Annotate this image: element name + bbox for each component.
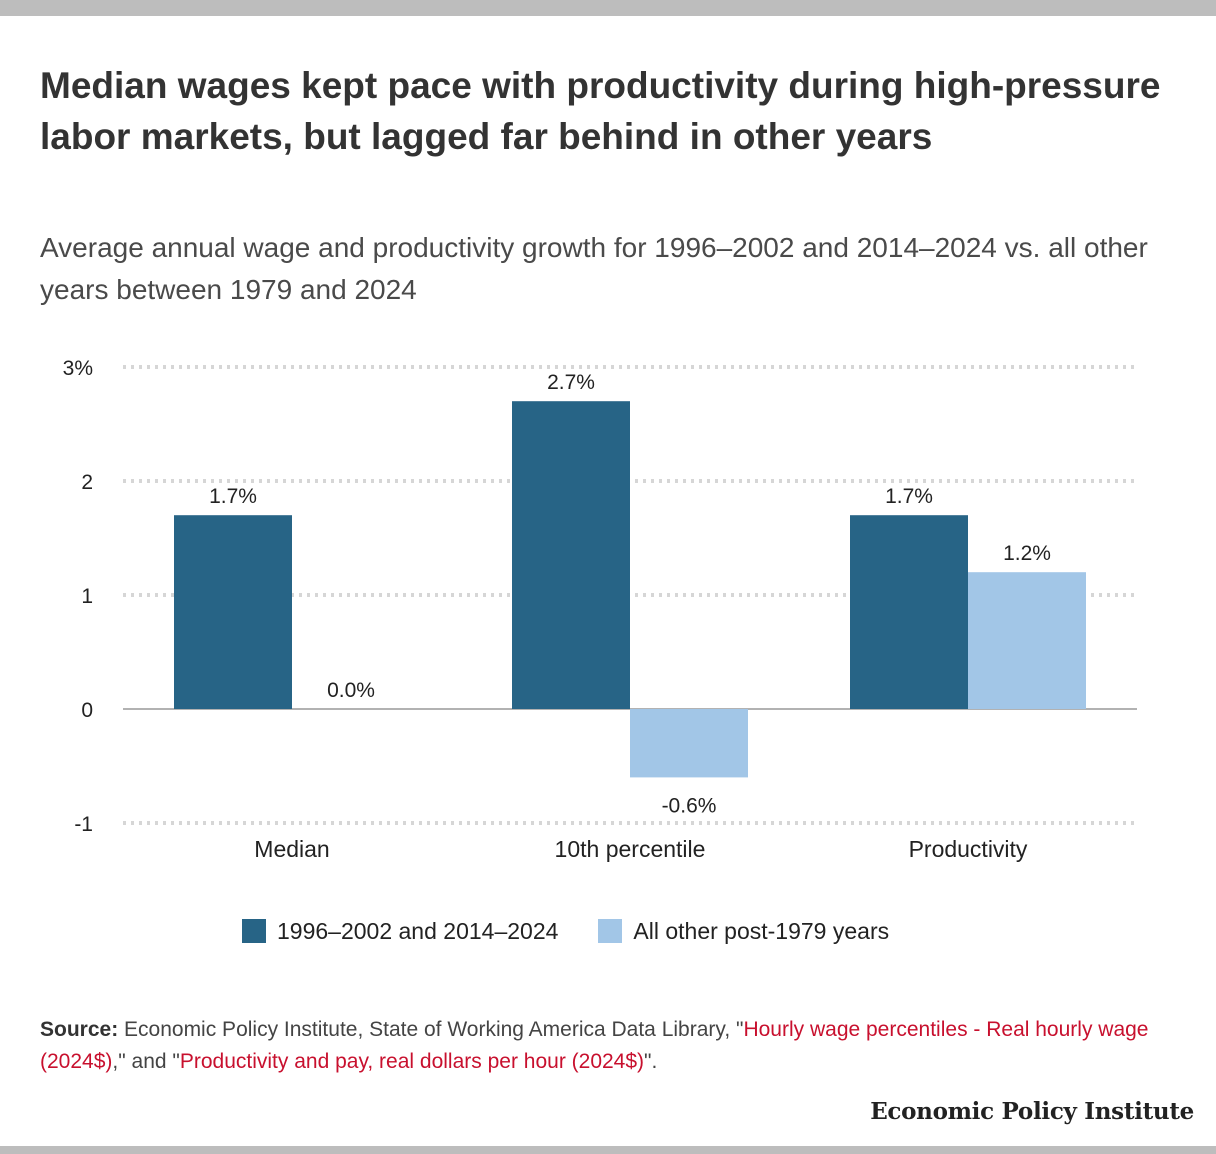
chart-title: Median wages kept pace with productivity… <box>40 65 1161 157</box>
bottom-border <box>0 1146 1216 1154</box>
legend-item-series-1: 1996–2002 and 2014–2024 <box>242 918 558 945</box>
data-label: 1.7% <box>885 485 933 508</box>
bar <box>174 515 292 709</box>
bar <box>630 709 748 778</box>
legend-label-series-2: All other post-1979 years <box>633 917 890 944</box>
data-label: -0.6% <box>662 794 717 817</box>
source-link-productivity-pay[interactable]: Productivity and pay, real dollars per h… <box>179 1050 645 1073</box>
chart-legend: 1996–2002 and 2014–2024 All other post-1… <box>242 916 929 946</box>
y-tick-label: 2 <box>81 471 93 494</box>
x-tick-label: Median <box>254 836 329 862</box>
legend-item-series-2: All other post-1979 years <box>598 918 889 945</box>
legend-swatch-series-1 <box>242 919 266 943</box>
y-tick-label: -1 <box>74 813 93 836</box>
y-tick-label: 3% <box>63 357 93 380</box>
chart-subtitle: Average annual wage and productivity gro… <box>40 232 1148 305</box>
bar <box>968 572 1086 709</box>
data-label: 1.2% <box>1003 542 1051 565</box>
source-note: Source: Economic Policy Institute, State… <box>40 1014 1180 1078</box>
bar-chart: 3% 2 1 0 -1 1.7% 0.0% Median 2.7% -0.6% 10th perce… <box>63 357 1137 862</box>
bar <box>512 401 630 709</box>
x-tick-label: Productivity <box>909 836 1028 862</box>
epi-logo: Economic Policy Institute <box>870 1098 1194 1125</box>
top-border <box>0 0 1216 16</box>
legend-label-series-1: 1996–2002 and 2014–2024 <box>277 917 559 944</box>
source-link-wage-percentiles[interactable]: Hourly wage percentiles - Real hourly wa… <box>40 1018 1149 1073</box>
source-label: Source: <box>40 1018 119 1041</box>
source-text-1: Economic Policy Institute, State of Work… <box>118 1018 744 1041</box>
bar <box>850 515 968 709</box>
data-label: 1.7% <box>209 485 257 508</box>
legend-swatch-series-2 <box>598 919 623 943</box>
x-tick-label: 10th percentile <box>555 836 706 862</box>
source-text-3: ". <box>644 1050 658 1073</box>
data-label: 0.0% <box>327 679 375 702</box>
source-text-2: ," and " <box>112 1050 180 1073</box>
y-tick-label: 1 <box>81 585 93 608</box>
data-label: 2.7% <box>547 371 595 394</box>
y-tick-label: 0 <box>81 699 93 722</box>
